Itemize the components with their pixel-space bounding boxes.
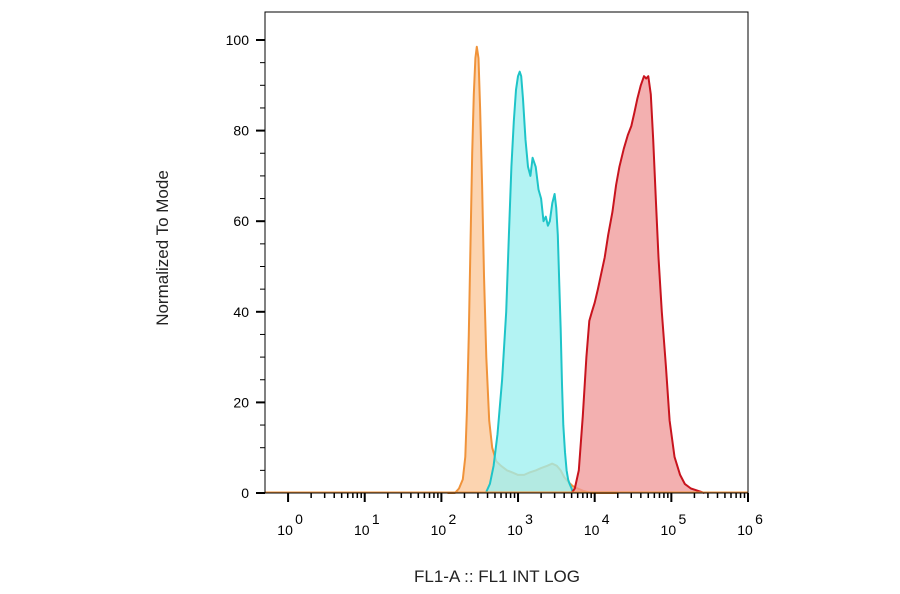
x-tick-label: 10 — [431, 522, 447, 538]
x-tick-label: 10 — [354, 522, 370, 538]
x-tick-exponent: 1 — [372, 511, 380, 527]
x-tick-exponent: 5 — [678, 511, 686, 527]
x-tick-label: 10 — [661, 522, 677, 538]
y-tick-label: 0 — [241, 485, 249, 501]
x-tick-exponent: 0 — [295, 511, 303, 527]
y-axis-title: Normalized To Mode — [153, 170, 172, 326]
x-tick-exponent: 3 — [525, 511, 533, 527]
x-axis-title: FL1-A :: FL1 INT LOG — [414, 567, 580, 586]
x-tick-label: 10 — [584, 522, 600, 538]
x-tick-exponent: 2 — [448, 511, 456, 527]
x-tick-exponent: 6 — [755, 511, 763, 527]
y-tick-label: 40 — [233, 304, 249, 320]
series-0-area — [447, 46, 618, 494]
x-tick-exponent: 4 — [602, 511, 610, 527]
y-tick-label: 60 — [233, 213, 249, 229]
x-tick-label: 10 — [737, 522, 753, 538]
series-2-line — [570, 75, 705, 494]
y-axis: 0 20 40 60 80 100 — [226, 32, 265, 501]
series-1-area — [485, 71, 573, 493]
series-2-area — [571, 76, 705, 493]
x-tick-label: 10 — [277, 522, 293, 538]
y-tick-label: 100 — [226, 32, 250, 48]
y-tick-label: 20 — [233, 394, 249, 410]
series-1-line — [484, 70, 574, 494]
series-layer — [265, 45, 748, 494]
y-tick-label: 80 — [233, 123, 249, 139]
x-tick-label: 10 — [507, 522, 523, 538]
